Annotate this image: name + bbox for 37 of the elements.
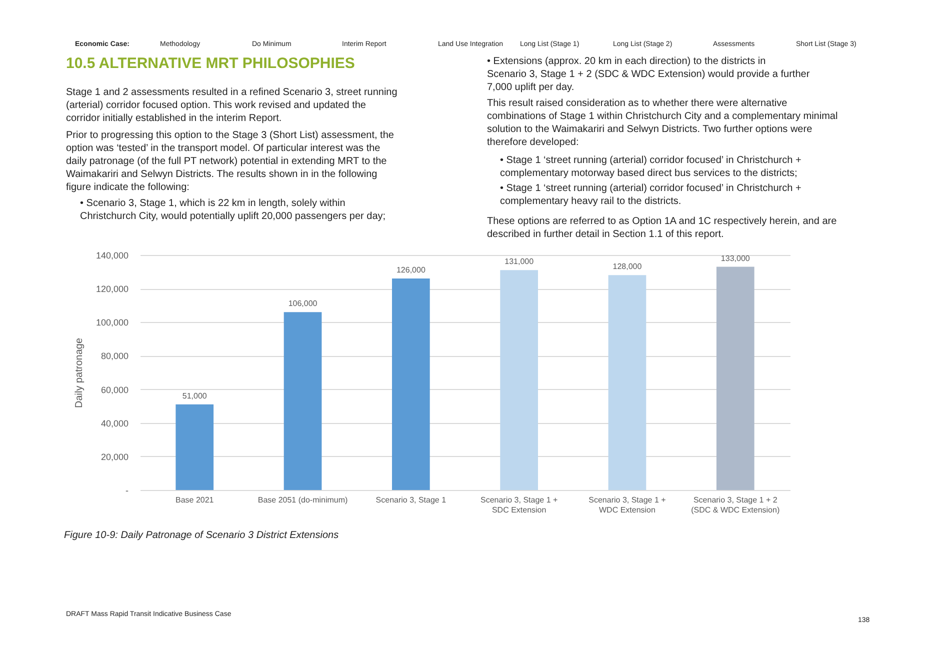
bar [284, 312, 322, 490]
text: • Extensions (approx. 20 km in each direction) to the districts in Scenario 3, Stage 1 + 2 (SDC & WDC Extension) would provide a further 7,000 uplift per day. [487, 56, 810, 93]
data-label: 51,000 [182, 391, 208, 400]
bar [392, 278, 430, 490]
data-label: 128,000 [612, 262, 642, 272]
text: This result raised consideration as to whether there were alternative combinations of Stage 1 within Christchurch City and a complementary minimal solution to the Waimakariri and Selwyn Districts. Two further options were therefore developed: [487, 98, 838, 148]
data-label: 106,000 [288, 299, 318, 308]
caption: Figure 10-9: Daily Patronage of Scenario 3 District Extensions [64, 530, 339, 541]
y-tick-label: 40,000 [100, 418, 128, 428]
y-tick-label: - [126, 486, 128, 496]
text: These options are referred to as Option 1A and 1C respectively herein, and are described in further detail in Section 1.1 of this report. [487, 216, 838, 240]
bar [500, 270, 538, 490]
y-tick-label: 20,000 [100, 452, 128, 462]
chart-title: 10.5 ALTERNATIVE MRT PHILOSOPHIES [66, 55, 355, 72]
text: Prior to progressing this option to the Stage 3 (Short List) assessment, the option was ‘tested’ in the transport model. Of particular interest was the daily patronage (of the full PT network) potential in extending MRT to the Waimakariri and Selwyn Districts. The results shown in in the following figure indicate the following: [66, 130, 394, 193]
y-tick-label: 60,000 [100, 384, 128, 395]
bar [716, 266, 754, 490]
y-tick-label: 100,000 [96, 318, 128, 328]
y-tick-label: 120,000 [96, 284, 128, 294]
y-axis-title: Daily patronage [74, 338, 85, 408]
x-tick-label: Base 2051 (do-minimum) [258, 496, 348, 504]
data-label: 126,000 [396, 266, 426, 274]
x-tick-label: Scenario 3, Stage 1 [376, 496, 447, 504]
text: Stage 1 and 2 assessments resulted in a refined Scenario 3, street running (arterial) corridor focused option. This work revised and updated the corridor initially established in the interim Report. [66, 87, 398, 124]
x-tick-label: Base 2021 [175, 496, 214, 504]
text: • Scenario 3, Stage 1, which is 22 km in length, solely within Christchurch City, would potentially uplift 20,000 passengers per day; [80, 198, 386, 222]
y-tick-label: 140,000 [96, 250, 128, 260]
data-label: 131,000 [504, 257, 534, 266]
bar [176, 404, 214, 490]
x-tick-label: Scenario 3, Stage 1 + 2 (SDC & WDC Extension) [691, 496, 780, 514]
x-tick-label: Scenario 3, Stage 1 + SDC Extension [480, 496, 558, 514]
text: • Stage 1 ‘street running (arterial) corridor focused’ in Christchurch + complementary motorway based direct bus services to the districts; [500, 155, 802, 179]
text: • Stage 1 ‘street running (arterial) corridor focused’ in Christchurch + complementary heavy rail to the districts. [500, 183, 802, 207]
data-label: 133,000 [720, 254, 750, 263]
y-tick-label: 80,000 [100, 351, 128, 362]
x-tick-label: Scenario 3, Stage 1 + WDC Extension [588, 496, 666, 514]
bar [608, 275, 646, 490]
